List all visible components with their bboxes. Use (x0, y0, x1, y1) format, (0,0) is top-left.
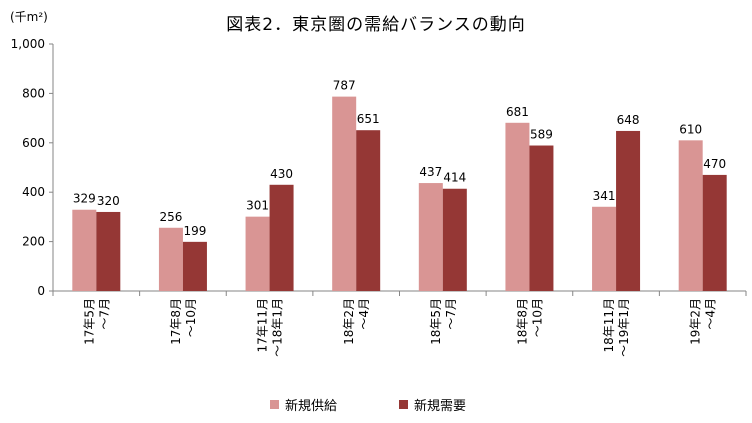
legend-swatch-demand (399, 400, 409, 409)
x-category-label-line: 18年5月 (429, 298, 443, 345)
bar-demand (96, 211, 121, 291)
x-category-label: 17年5月 ～7月 (82, 298, 111, 345)
data-label: 414 (443, 171, 466, 185)
bar-supply (505, 122, 530, 291)
data-label: 341 (593, 189, 616, 203)
legend-label-demand: 新規需要 (414, 399, 467, 414)
y-tick-label: 400 (22, 185, 45, 199)
data-label: 470 (703, 157, 726, 171)
x-category-label-line: ～18年1月 (271, 298, 285, 357)
data-label: 437 (419, 165, 442, 179)
x-category-label-line: ～7月 (97, 298, 111, 330)
bar-supply (418, 183, 443, 291)
x-category-label: 19年2月 ～4月 (689, 298, 718, 345)
x-category-label-line: ～10月 (184, 298, 198, 337)
x-category-label-line: ～4月 (704, 298, 718, 330)
bar-supply (678, 140, 703, 291)
x-category-label: 17年8月 ～10月 (169, 298, 198, 345)
x-category-label: 18年2月 ～4月 (342, 298, 371, 345)
data-label: 787 (333, 79, 356, 93)
x-category-label-line: 18年2月 (342, 298, 356, 345)
bar-supply (72, 209, 97, 291)
x-category-label: 18年5月 ～7月 (429, 298, 458, 345)
bar-demand (442, 188, 467, 291)
bar-demand (529, 145, 554, 291)
y-tick-label: 800 (22, 86, 45, 100)
data-label: 329 (73, 192, 96, 206)
bar-demand (616, 130, 641, 291)
x-category-label: 17年11月 ～18年1月 (256, 298, 285, 357)
data-label: 256 (159, 210, 182, 224)
data-label: 301 (246, 199, 269, 213)
bar-supply (592, 206, 617, 291)
y-tick-label: 0 (37, 284, 45, 298)
bar-supply (332, 96, 357, 292)
y-tick-label: 200 (22, 235, 45, 249)
x-category-label-line: 17年5月 (82, 298, 96, 345)
x-category-label-line: ～4月 (357, 298, 371, 330)
legend-item-supply: 新規供給 (270, 395, 337, 414)
y-axis-unit: (千m²) (10, 10, 48, 24)
legend-item-demand: 新規需要 (399, 395, 466, 414)
x-category-label-line: 18年8月 (515, 298, 529, 345)
x-category-label-line: 18年11月 (602, 298, 616, 353)
data-label: 648 (617, 113, 640, 127)
data-label: 199 (183, 224, 206, 238)
data-label: 430 (270, 167, 293, 181)
legend-swatch-supply (270, 400, 279, 409)
bar-demand (269, 184, 294, 291)
bar-demand (182, 241, 207, 291)
bar-demand (702, 174, 727, 291)
data-label: 589 (530, 128, 553, 142)
x-category-label: 18年8月 ～10月 (515, 298, 544, 345)
bar-demand (356, 130, 381, 291)
x-category-label-line: 17年8月 (169, 298, 183, 345)
bar-supply (158, 227, 183, 291)
legend-label-supply: 新規供給 (285, 399, 338, 414)
data-label: 610 (679, 122, 702, 136)
data-label: 681 (506, 105, 529, 119)
x-category-label-line: ～19年1月 (617, 298, 631, 357)
x-category-label-line: 19年2月 (689, 298, 703, 345)
data-label: 651 (357, 112, 380, 126)
y-tick-label: 1,000 (11, 37, 45, 51)
x-category-label-line: ～7月 (444, 298, 458, 330)
x-category-label-line: 17年11月 (256, 298, 270, 353)
bar-supply (245, 216, 270, 291)
x-category-label-line: ～10月 (530, 298, 544, 337)
data-label: 320 (97, 194, 120, 208)
y-tick-label: 600 (22, 136, 45, 150)
legend: 新規供給 新規需要 (270, 395, 466, 414)
chart-title: 図表2．東京圏の需給バランスの動向 (226, 15, 526, 35)
x-category-label: 18年11月 ～19年1月 (602, 298, 631, 357)
